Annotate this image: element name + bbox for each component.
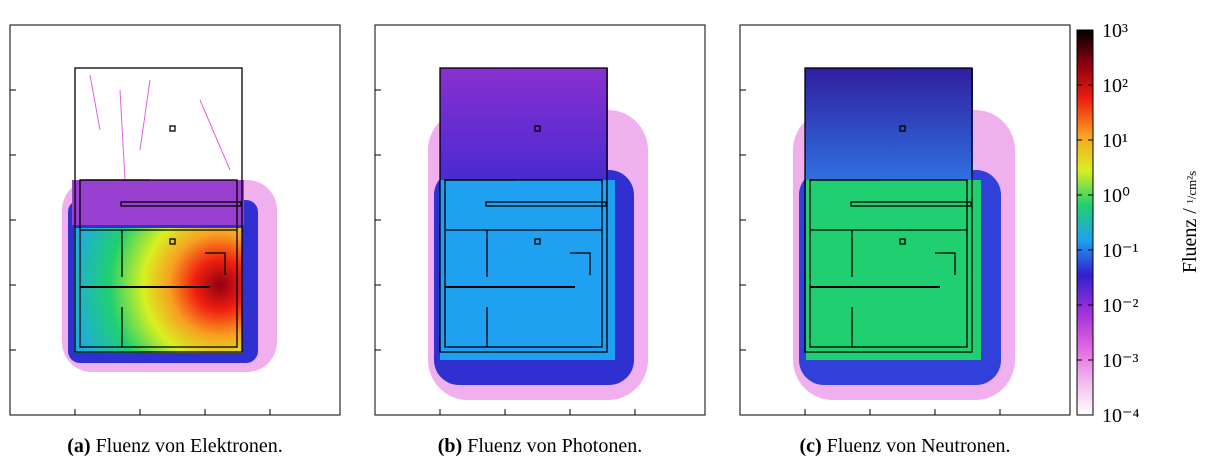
colorbar-tick-label: 10³ [1102, 20, 1128, 42]
caption: (b) Fluenz von Photonen. [438, 435, 642, 457]
colorbar-label-text: Fluenz / [1179, 208, 1201, 273]
panel-b [428, 68, 648, 400]
track [89, 74, 231, 181]
heat-core [74, 228, 242, 353]
colorbar-label: Fluenz / ¹/cm²s [1179, 171, 1201, 273]
caption: (c) Fluenz von Neutronen. [799, 435, 1010, 457]
caption-label: (a) [67, 435, 90, 457]
heat-core [440, 180, 615, 360]
heat-top [805, 68, 973, 180]
panel-a [62, 68, 277, 372]
panel-c [793, 68, 1015, 400]
colorbar-tick-label: 10¹ [1102, 130, 1128, 152]
caption-text: Fluenz von Elektronen. [96, 435, 283, 457]
colorbar [1076, 29, 1094, 416]
caption: (a) Fluenz von Elektronen. [67, 435, 283, 457]
colorbar-unit: ¹/cm²s [1184, 171, 1199, 203]
caption-text: Fluenz von Photonen. [467, 435, 642, 457]
colorbar-tick-label: 10⁻² [1102, 295, 1139, 317]
colorbar-tick-label: 10⁰ [1102, 185, 1130, 207]
colorbar-tick-label: 10⁻³ [1102, 350, 1139, 372]
caption-text: Fluenz von Neutronen. [827, 435, 1011, 457]
caption-label: (b) [438, 435, 462, 457]
colorbar-tick-label: 10⁻⁴ [1102, 405, 1140, 427]
colorbar-tick-label: 10⁻¹ [1102, 240, 1139, 262]
heat-core [806, 180, 981, 360]
heat-top [440, 68, 608, 180]
colorbar-tick-label: 10² [1102, 75, 1128, 97]
frames [9, 24, 1071, 416]
caption-label: (c) [799, 435, 821, 457]
